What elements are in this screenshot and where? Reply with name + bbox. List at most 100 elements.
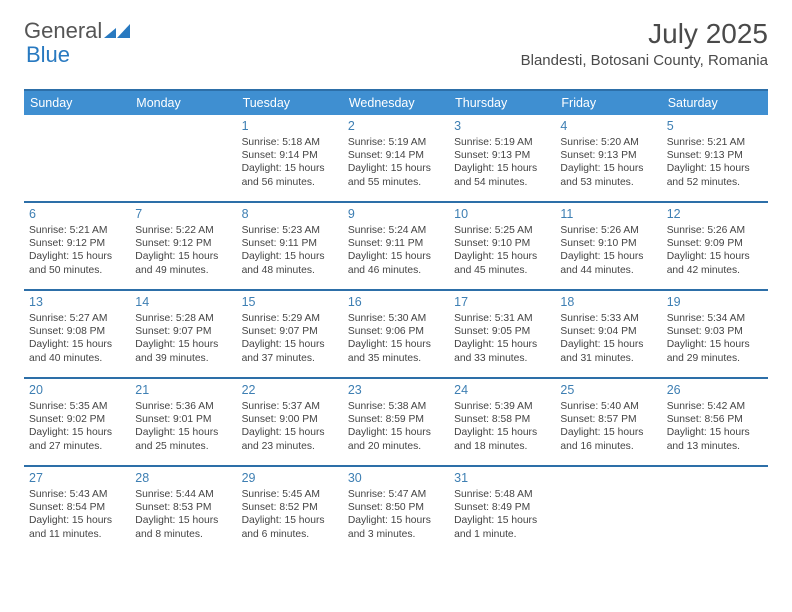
day-cell: 11Sunrise: 5:26 AMSunset: 9:10 PMDayligh… xyxy=(555,203,661,289)
day-cell: 28 Sunrise: 5:44 AMSunset: 8:53 PMDayligh… xyxy=(130,467,236,553)
title-block: July 2025 Blandesti, Botosani County, Ro… xyxy=(521,18,768,69)
day-number: 26 xyxy=(667,382,763,398)
day-cell: 23 Sunrise: 5:38 AMSunset: 8:59 PMDayligh… xyxy=(343,379,449,465)
week-row: 6Sunrise: 5:21 AMSunset: 9:12 PMDaylight… xyxy=(24,201,768,289)
day-header-wednesday: Wednesday xyxy=(343,91,449,115)
day-cell: 2 Sunrise: 5:19 AMSunset: 9:14 PMDaylight… xyxy=(343,115,449,201)
day-details: Sunrise: 5:37 AMSunset: 9:00 PMDaylight:… xyxy=(242,400,338,453)
week-row: 1 Sunrise: 5:18 AMSunset: 9:14 PMDaylight… xyxy=(24,115,768,201)
logo-text-1: General xyxy=(24,18,102,44)
day-details: Sunrise: 5:26 AMSunset: 9:09 PMDaylight:… xyxy=(667,224,763,277)
week-row: 20Sunrise: 5:35 AMSunset: 9:02 PMDayligh… xyxy=(24,377,768,465)
day-details: Sunrise: 5:44 AMSunset: 8:53 PMDaylight:… xyxy=(135,488,231,541)
day-header-saturday: Saturday xyxy=(662,91,768,115)
day-cell: 16Sunrise: 5:30 AMSunset: 9:06 PMDayligh… xyxy=(343,291,449,377)
day-number: 3 xyxy=(454,118,550,134)
day-cell: 14Sunrise: 5:28 AMSunset: 9:07 PMDayligh… xyxy=(130,291,236,377)
day-number: 31 xyxy=(454,470,550,486)
day-number: 24 xyxy=(454,382,550,398)
calendar-body: 1 Sunrise: 5:18 AMSunset: 9:14 PMDaylight… xyxy=(24,115,768,553)
day-cell: 8 Sunrise: 5:23 AMSunset: 9:11 PMDaylight… xyxy=(237,203,343,289)
day-details: Sunrise: 5:29 AMSunset: 9:07 PMDaylight:… xyxy=(242,312,338,365)
day-cell: 13 Sunrise: 5:27 AMSunset: 9:08 PMDayligh… xyxy=(24,291,130,377)
day-details: Sunrise: 5:47 AMSunset: 8:50 PMDaylight:… xyxy=(348,488,444,541)
day-cell: 10 Sunrise: 5:25 AMSunset: 9:10 PMDayligh… xyxy=(449,203,555,289)
day-cell: 5Sunrise: 5:21 AMSunset: 9:13 PMDaylight… xyxy=(662,115,768,201)
day-details: Sunrise: 5:25 AMSunset: 9:10 PMDaylight:… xyxy=(454,224,550,277)
day-details: Sunrise: 5:31 AMSunset: 9:05 PMDaylight:… xyxy=(454,312,550,365)
day-number: 6 xyxy=(29,206,125,222)
day-number: 22 xyxy=(242,382,338,398)
day-details: Sunrise: 5:45 AMSunset: 8:52 PMDaylight:… xyxy=(242,488,338,541)
day-cell: 18 Sunrise: 5:33 AMSunset: 9:04 PMDayligh… xyxy=(555,291,661,377)
week-row: 27 Sunrise: 5:43 AMSunset: 8:54 PMDayligh… xyxy=(24,465,768,553)
page-title: July 2025 xyxy=(521,18,768,50)
calendar: SundayMondayTuesdayWednesdayThursdayFrid… xyxy=(24,89,768,553)
day-number: 1 xyxy=(242,118,338,134)
day-number: 10 xyxy=(454,206,550,222)
day-number: 7 xyxy=(135,206,231,222)
day-number: 9 xyxy=(348,206,444,222)
day-details: Sunrise: 5:40 AMSunset: 8:57 PMDaylight:… xyxy=(560,400,656,453)
empty-cell xyxy=(130,115,236,201)
day-details: Sunrise: 5:38 AMSunset: 8:59 PMDaylight:… xyxy=(348,400,444,453)
day-number: 17 xyxy=(454,294,550,310)
day-details: Sunrise: 5:23 AMSunset: 9:11 PMDaylight:… xyxy=(242,224,338,277)
day-cell: 31 Sunrise: 5:48 AMSunset: 8:49 PMDayligh… xyxy=(449,467,555,553)
day-cell: 20Sunrise: 5:35 AMSunset: 9:02 PMDayligh… xyxy=(24,379,130,465)
day-details: Sunrise: 5:30 AMSunset: 9:06 PMDaylight:… xyxy=(348,312,444,365)
day-cell: 25Sunrise: 5:40 AMSunset: 8:57 PMDayligh… xyxy=(555,379,661,465)
day-details: Sunrise: 5:43 AMSunset: 8:54 PMDaylight:… xyxy=(29,488,125,541)
day-details: Sunrise: 5:42 AMSunset: 8:56 PMDaylight:… xyxy=(667,400,763,453)
day-details: Sunrise: 5:19 AMSunset: 9:14 PMDaylight:… xyxy=(348,136,444,189)
day-number: 11 xyxy=(560,206,656,222)
day-details: Sunrise: 5:18 AMSunset: 9:14 PMDaylight:… xyxy=(242,136,338,189)
day-number: 2 xyxy=(348,118,444,134)
day-number: 4 xyxy=(560,118,656,134)
week-row: 13 Sunrise: 5:27 AMSunset: 9:08 PMDayligh… xyxy=(24,289,768,377)
day-cell: 1 Sunrise: 5:18 AMSunset: 9:14 PMDaylight… xyxy=(237,115,343,201)
day-cell: 3Sunrise: 5:19 AMSunset: 9:13 PMDaylight… xyxy=(449,115,555,201)
day-cell: 6Sunrise: 5:21 AMSunset: 9:12 PMDaylight… xyxy=(24,203,130,289)
day-number: 13 xyxy=(29,294,125,310)
day-header-tuesday: Tuesday xyxy=(237,91,343,115)
day-cell: 26 Sunrise: 5:42 AMSunset: 8:56 PMDayligh… xyxy=(662,379,768,465)
day-header-row: SundayMondayTuesdayWednesdayThursdayFrid… xyxy=(24,91,768,115)
day-cell: 9 Sunrise: 5:24 AMSunset: 9:11 PMDaylight… xyxy=(343,203,449,289)
header: General July 2025 Blandesti, Botosani Co… xyxy=(24,18,768,69)
day-number: 29 xyxy=(242,470,338,486)
day-number: 19 xyxy=(667,294,763,310)
day-cell: 24 Sunrise: 5:39 AMSunset: 8:58 PMDayligh… xyxy=(449,379,555,465)
day-cell: 4 Sunrise: 5:20 AMSunset: 9:13 PMDaylight… xyxy=(555,115,661,201)
empty-cell xyxy=(24,115,130,201)
day-number: 12 xyxy=(667,206,763,222)
day-details: Sunrise: 5:20 AMSunset: 9:13 PMDaylight:… xyxy=(560,136,656,189)
day-number: 21 xyxy=(135,382,231,398)
day-number: 23 xyxy=(348,382,444,398)
day-number: 8 xyxy=(242,206,338,222)
day-details: Sunrise: 5:34 AMSunset: 9:03 PMDaylight:… xyxy=(667,312,763,365)
day-cell: 17 Sunrise: 5:31 AMSunset: 9:05 PMDayligh… xyxy=(449,291,555,377)
day-details: Sunrise: 5:36 AMSunset: 9:01 PMDaylight:… xyxy=(135,400,231,453)
day-details: Sunrise: 5:28 AMSunset: 9:07 PMDaylight:… xyxy=(135,312,231,365)
day-details: Sunrise: 5:27 AMSunset: 9:08 PMDaylight:… xyxy=(29,312,125,365)
day-cell: 12 Sunrise: 5:26 AMSunset: 9:09 PMDayligh… xyxy=(662,203,768,289)
day-number: 18 xyxy=(560,294,656,310)
day-details: Sunrise: 5:48 AMSunset: 8:49 PMDaylight:… xyxy=(454,488,550,541)
logo: General xyxy=(24,18,130,44)
day-details: Sunrise: 5:24 AMSunset: 9:11 PMDaylight:… xyxy=(348,224,444,277)
day-cell: 30 Sunrise: 5:47 AMSunset: 8:50 PMDayligh… xyxy=(343,467,449,553)
day-number: 28 xyxy=(135,470,231,486)
day-details: Sunrise: 5:22 AMSunset: 9:12 PMDaylight:… xyxy=(135,224,231,277)
empty-cell xyxy=(555,467,661,553)
day-number: 27 xyxy=(29,470,125,486)
day-cell: 29 Sunrise: 5:45 AMSunset: 8:52 PMDayligh… xyxy=(237,467,343,553)
empty-cell xyxy=(662,467,768,553)
day-number: 15 xyxy=(242,294,338,310)
day-header-thursday: Thursday xyxy=(449,91,555,115)
day-details: Sunrise: 5:33 AMSunset: 9:04 PMDaylight:… xyxy=(560,312,656,365)
day-details: Sunrise: 5:21 AMSunset: 9:13 PMDaylight:… xyxy=(667,136,763,189)
day-header-sunday: Sunday xyxy=(24,91,130,115)
day-details: Sunrise: 5:39 AMSunset: 8:58 PMDaylight:… xyxy=(454,400,550,453)
day-number: 30 xyxy=(348,470,444,486)
